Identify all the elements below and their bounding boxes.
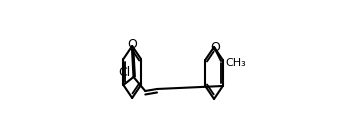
Text: CH₃: CH₃ — [226, 58, 246, 68]
Text: Cl: Cl — [118, 67, 130, 79]
Text: O: O — [210, 41, 220, 54]
Text: O: O — [127, 39, 137, 51]
